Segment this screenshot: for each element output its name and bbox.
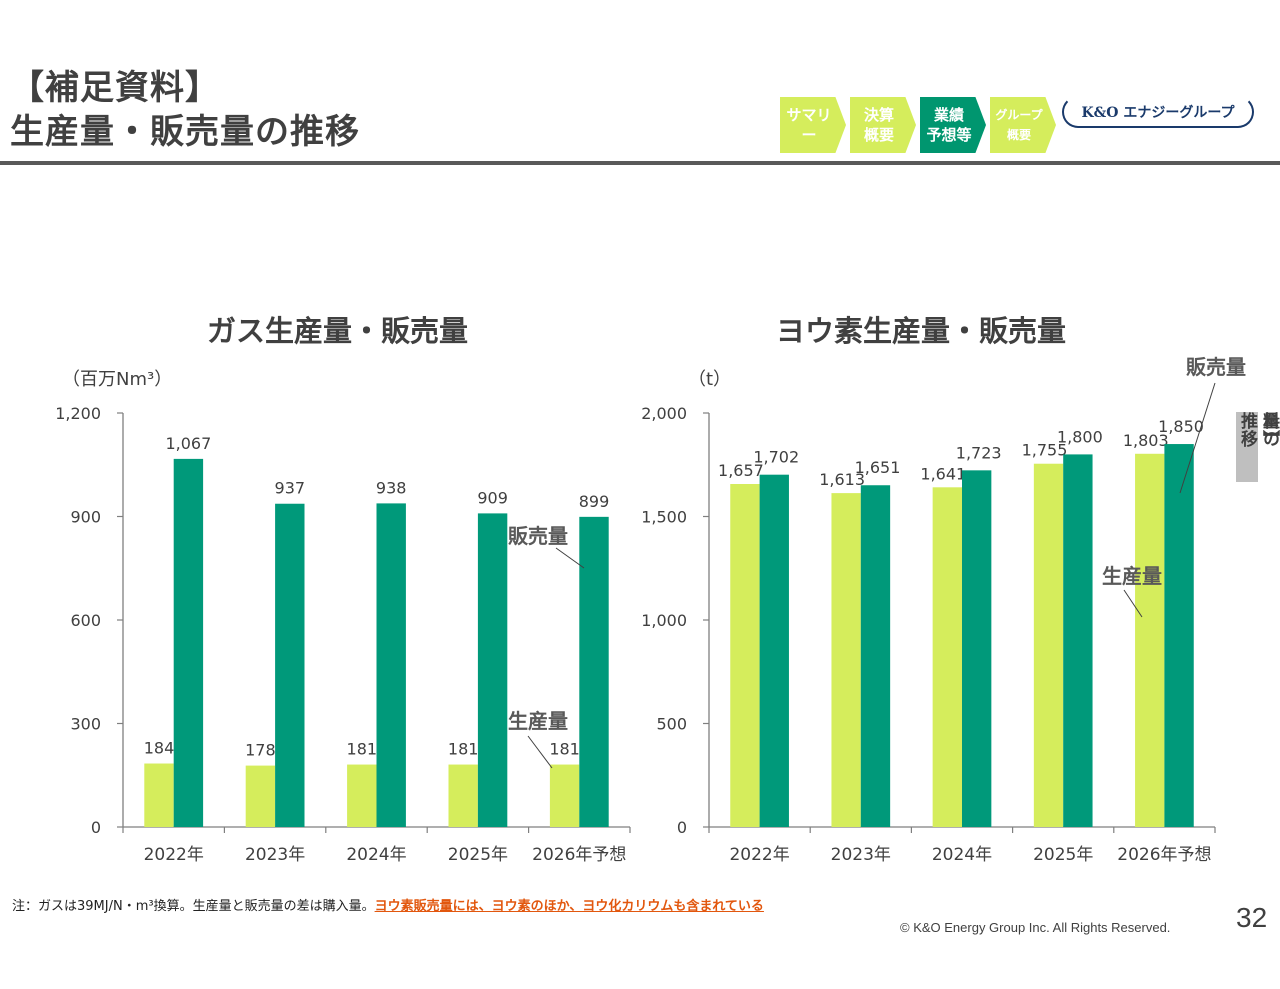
gas-y-tick-label: 1,200 xyxy=(55,404,101,423)
iodine-production-bar xyxy=(932,487,962,827)
iodine-x-tick-label: 2024年 xyxy=(932,845,992,865)
side-tab-column-1: 業績【補足資料】 xyxy=(1259,412,1279,448)
iodine-chart-unit: （t） xyxy=(688,369,732,390)
iodine-production-value-label: 1,641 xyxy=(920,464,966,483)
iodine-sales-leader-line xyxy=(1179,382,1216,494)
nav-item-label: サマリー xyxy=(786,106,832,144)
iodine-sales-bar xyxy=(1063,454,1093,827)
iodine-sales-bar xyxy=(1164,444,1194,827)
nav-item-summary[interactable]: サマリー xyxy=(780,97,846,153)
iodine-production-bar xyxy=(1135,453,1165,827)
iodine-production-bar xyxy=(831,493,861,827)
iodine-x-tick-label: 2026年予想 xyxy=(1117,845,1211,865)
side-tab-highlight xyxy=(1236,412,1258,482)
gas-sales-bar xyxy=(477,513,508,827)
iodine-y-tick-label: 2,000 xyxy=(641,404,687,423)
gas-y-tick-label: 600 xyxy=(70,611,101,630)
gas-sales-bar xyxy=(173,458,204,827)
iodine-x-tick-label: 2023年 xyxy=(831,845,891,865)
iodine-production-value-label: 1,755 xyxy=(1022,441,1068,460)
gas-sales-annotation: 販売量 xyxy=(508,524,568,548)
gas-chart-title: ガス生産量・販売量 xyxy=(207,314,469,348)
iodine-y-tick-label: 1,500 xyxy=(641,508,687,527)
iodine-sales-bar xyxy=(759,474,789,827)
section-nav: サマリー 決算 概要 業績 予想等 グループ 概要 xyxy=(780,97,1060,153)
iodine-production-bar xyxy=(1033,463,1064,827)
iodine-x-tick-label: 2025年 xyxy=(1033,845,1093,865)
nav-item-group-overview[interactable]: グループ 概要 xyxy=(990,97,1056,153)
gas-chart-unit: （百万Nm³） xyxy=(62,369,173,390)
gas-sales-bar xyxy=(376,503,406,827)
iodine-y-tick-label: 1,000 xyxy=(641,611,687,630)
gas-x-tick-label: 2024年 xyxy=(346,845,406,865)
nav-item-label: 業績 予想等 xyxy=(926,106,972,144)
iodine-y-tick-label: 0 xyxy=(677,818,687,837)
gas-production-value-label: 178 xyxy=(245,741,276,760)
gas-production-bar xyxy=(144,763,174,827)
gas-sales-bar xyxy=(579,516,609,827)
side-tab-column-2: 予想等生産量・販売量の推移 xyxy=(1237,412,1279,448)
gas-production-value-label: 181 xyxy=(448,740,479,759)
iodine-production-value-label: 1,657 xyxy=(718,461,764,480)
page-number: 32 xyxy=(1236,902,1268,933)
page-title: 【補足資料】 生産量・販売量の推移 xyxy=(10,66,360,154)
nav-item-forecast[interactable]: 業績 予想等 xyxy=(920,97,986,153)
iodine-sales-annotation: 販売量 xyxy=(1186,355,1246,379)
gas-production-bar xyxy=(448,764,478,827)
iodine-production-value-label: 1,803 xyxy=(1123,431,1169,450)
gas-sales-value-label: 899 xyxy=(579,492,610,511)
page-title-main: 生産量・販売量の推移 xyxy=(10,112,360,152)
iodine-sales-value-label: 1,702 xyxy=(753,448,799,467)
gas-x-tick-label: 2022年 xyxy=(144,845,204,865)
gas-x-tick-label: 2026年予想 xyxy=(532,845,626,865)
nav-item-financial-overview[interactable]: 決算 概要 xyxy=(850,97,916,153)
iodine-production-leader-line xyxy=(1123,589,1143,618)
gas-production-value-label: 184 xyxy=(144,739,175,758)
iodine-production-value-label: 1,613 xyxy=(819,470,865,489)
gas-sales-value-label: 938 xyxy=(376,478,407,497)
nav-item-label: グループ 概要 xyxy=(995,108,1043,142)
iodine-sales-value-label: 1,850 xyxy=(1158,417,1204,436)
gas-production-value-label: 181 xyxy=(549,740,580,759)
gas-x-tick-label: 2025年 xyxy=(448,845,508,865)
iodine-y-tick-label: 500 xyxy=(656,715,687,734)
gas-sales-value-label: 937 xyxy=(275,479,306,498)
gas-production-bar xyxy=(347,764,377,827)
iodine-chart-title: ヨウ素生産量・販売量 xyxy=(776,314,1067,348)
gas-y-tick-label: 900 xyxy=(70,508,101,527)
gas-y-tick-label: 0 xyxy=(91,818,101,837)
footnote: 注：ガスは39MJ/N・m³換算。生産量と販売量の差は購入量。ヨウ素販売量には、… xyxy=(12,895,764,914)
gas-production-leader-line xyxy=(527,735,553,769)
iodine-sales-value-label: 1,800 xyxy=(1057,427,1103,446)
iodine-production-annotation: 生産量 xyxy=(1102,564,1162,588)
gas-y-tick-label: 300 xyxy=(70,715,101,734)
gas-sales-value-label: 1,067 xyxy=(165,434,211,453)
company-logo: K&O エナジーグループ xyxy=(1062,96,1254,128)
iodine-x-tick-label: 2022年 xyxy=(729,845,789,865)
footnote-text: 注：ガスは39MJ/N・m³換算。生産量と販売量の差は購入量。 xyxy=(12,899,375,914)
footnote-highlight: ヨウ素販売量には、ヨウ素のほか、ヨウ化カリウムも含まれている xyxy=(374,899,764,914)
copyright: © K&O Energy Group Inc. All Rights Reser… xyxy=(900,920,1171,935)
gas-sales-bar xyxy=(275,503,305,827)
iodine-sales-value-label: 1,651 xyxy=(855,458,901,477)
gas-sales-leader-line xyxy=(555,547,585,569)
gas-production-bar xyxy=(549,764,580,827)
iodine-production-bar xyxy=(730,484,760,827)
gas-production-annotation: 生産量 xyxy=(508,709,568,733)
iodine-sales-value-label: 1,723 xyxy=(956,443,1002,462)
iodine-sales-bar xyxy=(962,470,992,827)
gas-production-value-label: 181 xyxy=(347,740,378,759)
page-title-category: 【補足資料】 xyxy=(10,68,220,108)
nav-item-label: 決算 概要 xyxy=(863,106,894,144)
gas-x-tick-label: 2023年 xyxy=(245,845,305,865)
iodine-sales-bar xyxy=(860,485,891,827)
gas-production-bar xyxy=(245,765,276,827)
gas-sales-value-label: 909 xyxy=(477,488,508,507)
logo-text: K&O エナジーグループ xyxy=(1081,105,1235,121)
header-divider xyxy=(0,161,1280,165)
